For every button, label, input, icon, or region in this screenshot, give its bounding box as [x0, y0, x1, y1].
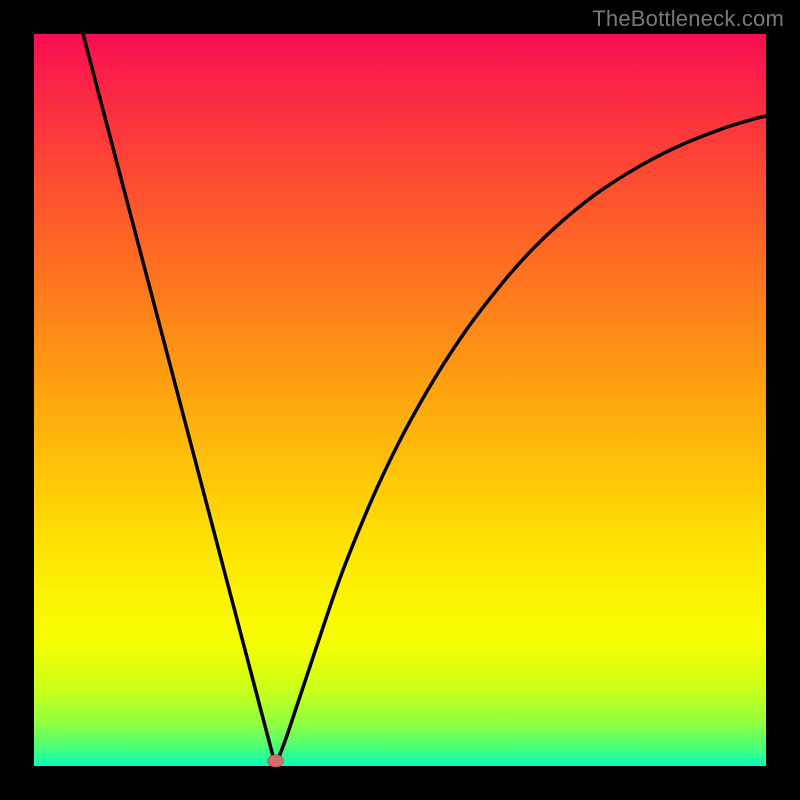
bottleneck-chart: [0, 0, 800, 800]
chart-container: TheBottleneck.com: [0, 0, 800, 800]
plot-background: [34, 34, 766, 766]
minimum-marker: [268, 755, 284, 767]
watermark-text: TheBottleneck.com: [592, 6, 784, 32]
